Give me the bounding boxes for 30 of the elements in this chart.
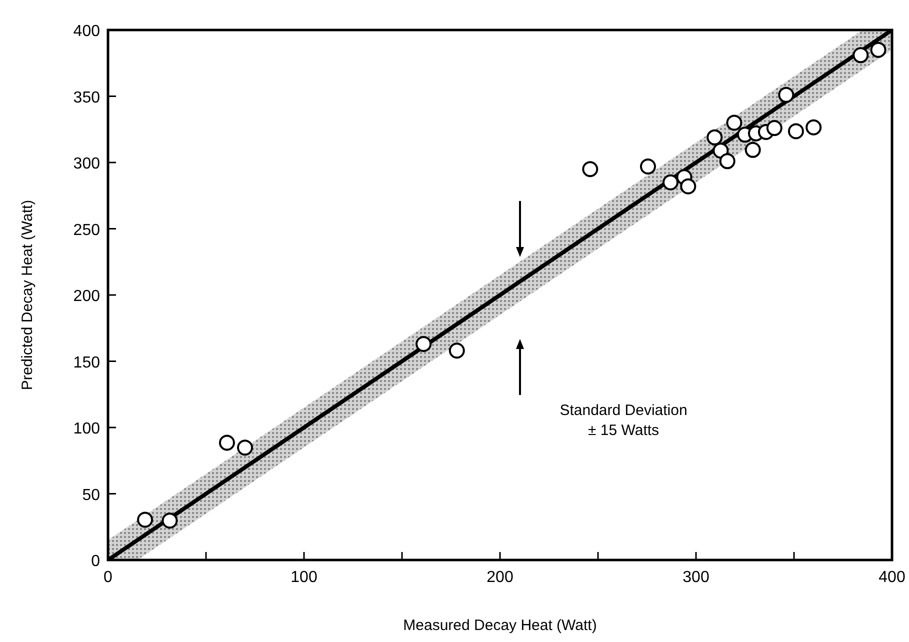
point [137, 512, 154, 528]
y-tick-label: 150 [73, 354, 100, 372]
y-tick-label: 50 [82, 486, 100, 504]
y-axis-title: Predicted Decay Heat (Watt) [19, 200, 36, 390]
point [237, 440, 254, 456]
point [778, 86, 794, 103]
x-axis-title: Measured Decay Heat (Watt) [403, 617, 597, 634]
x-tick-label: 200 [486, 569, 514, 586]
x-tick-label: 400 [878, 569, 906, 586]
x-tick-label: 0 [104, 569, 113, 586]
point [726, 114, 742, 131]
point [706, 129, 723, 146]
y-tick-label: 200 [73, 288, 100, 305]
point [162, 512, 178, 529]
point [680, 178, 696, 194]
x-tick-label: 300 [682, 569, 710, 586]
y-tick-label: 0 [91, 553, 100, 570]
point [662, 174, 679, 190]
x-tick-label: 100 [290, 569, 318, 586]
point [852, 47, 869, 64]
point [870, 42, 886, 58]
annotation: Standard Deviation ± 15 Watts [560, 402, 688, 439]
point [416, 336, 432, 352]
point [719, 153, 736, 170]
y-tick-label: 300 [73, 156, 100, 172]
y-tick-label: 400 [73, 23, 100, 40]
point [766, 120, 782, 136]
y-tick-label: 100 [73, 420, 100, 438]
y-tick-label: 350 [73, 89, 100, 106]
y-tick-label: 250 [73, 222, 100, 239]
